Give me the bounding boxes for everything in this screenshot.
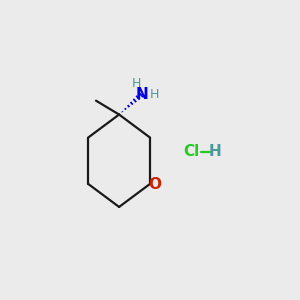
Text: N: N: [136, 87, 148, 102]
Text: H: H: [208, 144, 221, 159]
Text: Cl: Cl: [183, 144, 200, 159]
Text: O: O: [148, 178, 161, 193]
Text: H: H: [132, 77, 142, 90]
Text: H: H: [150, 88, 159, 101]
